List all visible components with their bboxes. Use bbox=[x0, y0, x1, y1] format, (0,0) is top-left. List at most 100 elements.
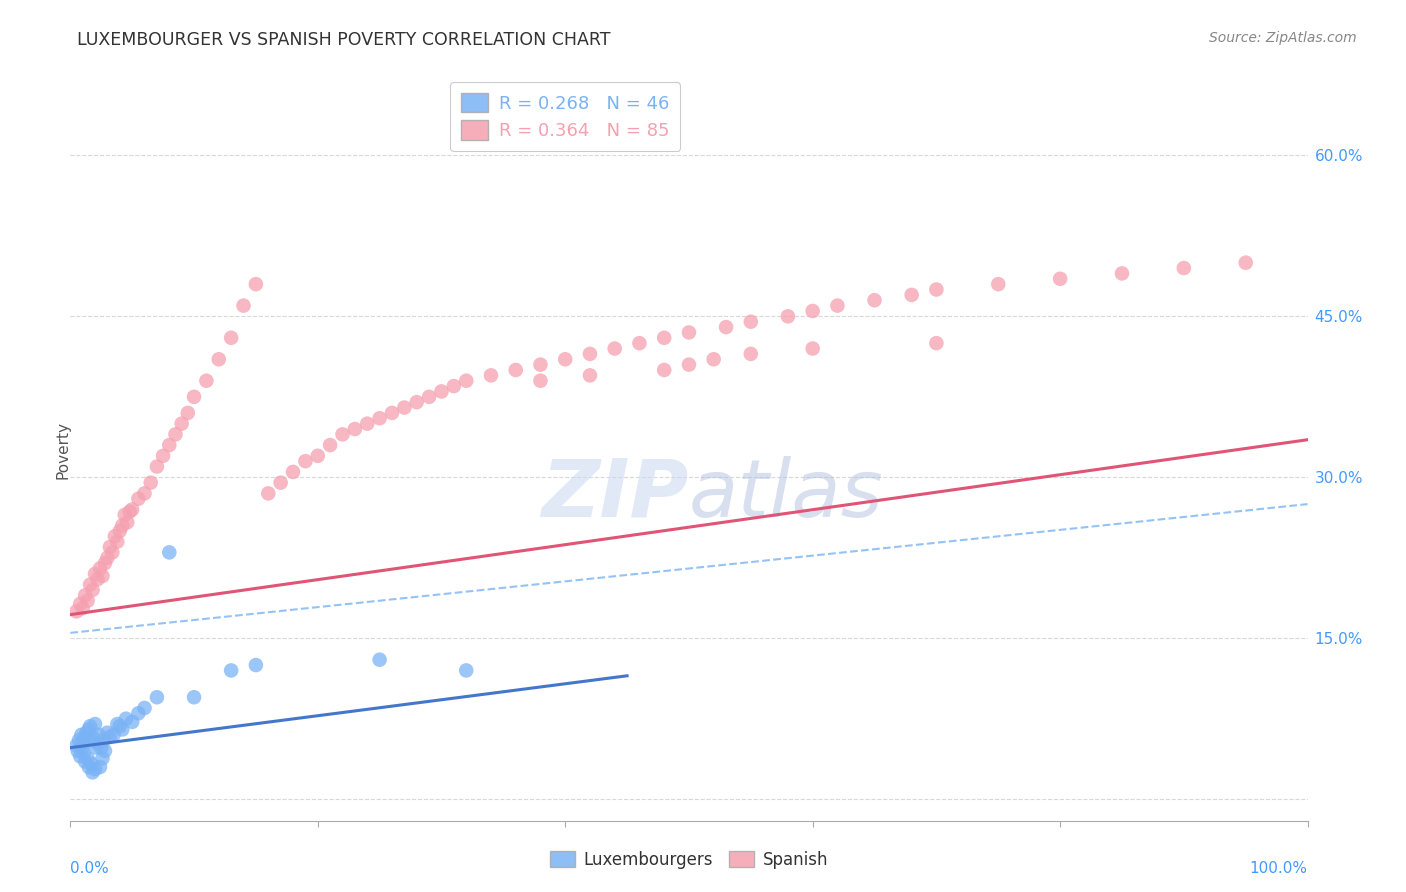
Point bbox=[127, 706, 149, 721]
Point bbox=[157, 545, 180, 559]
Point bbox=[740, 347, 762, 361]
Point bbox=[195, 374, 218, 388]
Text: 100.0%: 100.0% bbox=[1250, 862, 1308, 876]
Point bbox=[219, 331, 242, 345]
Point bbox=[628, 336, 651, 351]
Point bbox=[115, 516, 138, 530]
Point bbox=[381, 406, 404, 420]
Text: LUXEMBOURGER VS SPANISH POVERTY CORRELATION CHART: LUXEMBOURGER VS SPANISH POVERTY CORRELAT… bbox=[77, 31, 610, 49]
Point bbox=[134, 486, 156, 500]
Point bbox=[456, 374, 478, 388]
Point bbox=[80, 756, 103, 771]
Point bbox=[108, 524, 131, 538]
Point bbox=[529, 374, 551, 388]
Point bbox=[245, 658, 267, 673]
Point bbox=[82, 765, 104, 780]
Point bbox=[72, 740, 94, 755]
Point bbox=[1234, 255, 1257, 269]
Point bbox=[479, 368, 502, 383]
Point bbox=[76, 751, 98, 765]
Point bbox=[115, 712, 138, 726]
Point bbox=[219, 664, 242, 678]
Point bbox=[343, 422, 366, 436]
Text: Source: ZipAtlas.com: Source: ZipAtlas.com bbox=[1209, 31, 1357, 45]
Point bbox=[103, 728, 125, 742]
Point bbox=[69, 749, 91, 764]
Point bbox=[146, 459, 169, 474]
Point bbox=[430, 384, 453, 399]
Point bbox=[86, 736, 108, 750]
Point bbox=[900, 288, 922, 302]
Point bbox=[67, 733, 90, 747]
Point bbox=[134, 701, 156, 715]
Point bbox=[270, 475, 292, 490]
Point bbox=[75, 730, 97, 744]
Point bbox=[111, 723, 134, 737]
Point bbox=[90, 740, 112, 755]
Point bbox=[332, 427, 354, 442]
Point bbox=[177, 406, 200, 420]
Point bbox=[84, 717, 107, 731]
Text: 0.0%: 0.0% bbox=[70, 862, 110, 876]
Point bbox=[418, 390, 440, 404]
Point bbox=[925, 283, 948, 297]
Point bbox=[79, 577, 101, 591]
Point bbox=[105, 534, 128, 549]
Point bbox=[69, 597, 91, 611]
Point bbox=[294, 454, 316, 468]
Point bbox=[146, 690, 169, 705]
Point bbox=[98, 730, 121, 744]
Point bbox=[603, 342, 626, 356]
Point bbox=[307, 449, 329, 463]
Point bbox=[505, 363, 527, 377]
Point bbox=[96, 550, 118, 565]
Point bbox=[121, 502, 143, 516]
Point bbox=[776, 310, 799, 324]
Point bbox=[368, 653, 391, 667]
Point bbox=[740, 315, 762, 329]
Point bbox=[75, 725, 97, 739]
Point bbox=[86, 572, 108, 586]
Point bbox=[703, 352, 725, 367]
Point bbox=[714, 320, 737, 334]
Legend: Luxembourgers, Spanish: Luxembourgers, Spanish bbox=[543, 844, 835, 875]
Point bbox=[127, 491, 149, 506]
Point bbox=[70, 728, 93, 742]
Point bbox=[79, 719, 101, 733]
Point bbox=[104, 529, 127, 543]
Point bbox=[319, 438, 342, 452]
Point bbox=[82, 730, 104, 744]
Point bbox=[678, 326, 700, 340]
Point bbox=[863, 293, 886, 308]
Point bbox=[65, 604, 87, 618]
Point bbox=[83, 733, 105, 747]
Point bbox=[443, 379, 465, 393]
Point bbox=[405, 395, 427, 409]
Point bbox=[84, 740, 107, 755]
Point bbox=[208, 352, 231, 367]
Point bbox=[101, 545, 124, 559]
Point bbox=[66, 744, 89, 758]
Point bbox=[652, 331, 675, 345]
Point bbox=[118, 505, 141, 519]
Point bbox=[165, 427, 187, 442]
Point bbox=[245, 277, 267, 292]
Point bbox=[89, 561, 111, 575]
Point bbox=[652, 363, 675, 377]
Point bbox=[257, 486, 280, 500]
Point bbox=[554, 352, 576, 367]
Point bbox=[96, 725, 118, 739]
Point bbox=[87, 728, 110, 742]
Point bbox=[94, 744, 117, 758]
Point bbox=[801, 342, 824, 356]
Point bbox=[827, 299, 849, 313]
Point bbox=[84, 762, 107, 776]
Point bbox=[368, 411, 391, 425]
Point bbox=[84, 566, 107, 581]
Point bbox=[65, 739, 87, 753]
Point bbox=[183, 390, 205, 404]
Point bbox=[111, 518, 134, 533]
Point bbox=[925, 336, 948, 351]
Point bbox=[1049, 272, 1071, 286]
Point bbox=[579, 368, 602, 383]
